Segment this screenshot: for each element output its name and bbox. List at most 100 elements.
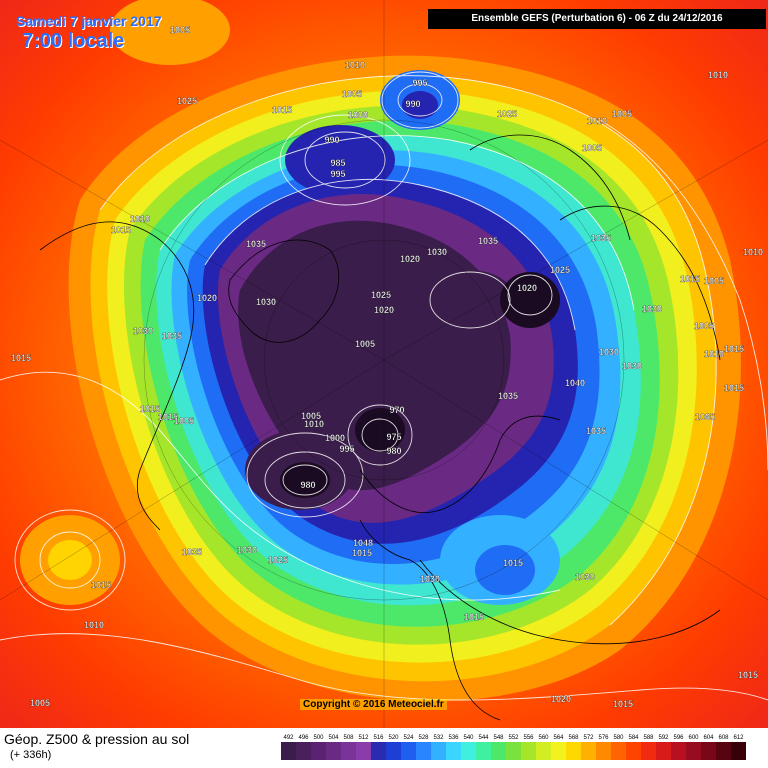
isobar-label: 990 [405, 99, 420, 109]
isobar-label: 1015 [613, 699, 633, 709]
legend-value: 516 [373, 735, 384, 741]
legend-value: 552 [508, 735, 519, 741]
isobar-label: 1000 [348, 110, 368, 120]
isobar-label: 1015 [724, 383, 744, 393]
isobar-label: 1005 [174, 416, 194, 426]
legend-value: 596 [673, 735, 684, 741]
legend-swatch [581, 742, 596, 760]
forecast-date: Samedi 7 janvier 2017 [16, 13, 162, 29]
isobar-label: 1065 [695, 412, 715, 422]
isobar-label: 1005 [170, 25, 190, 35]
legend-value: 584 [628, 735, 639, 741]
isobar-label: 1010 [708, 70, 728, 80]
legend-value: 496 [298, 735, 309, 741]
legend-value: 588 [643, 735, 654, 741]
isobar-label: 980 [386, 446, 401, 456]
legend-swatch [461, 742, 476, 760]
weather-map: 1005102510109959901005100010159909859951… [0, 0, 768, 728]
isobar-label: 1030 [622, 361, 642, 371]
isobar-label: 975 [386, 432, 401, 442]
legend-swatch [446, 742, 461, 760]
legend-value: 572 [583, 735, 594, 741]
legend-swatch [371, 742, 386, 760]
legend-value: 500 [313, 735, 324, 741]
legend-value: 544 [478, 735, 489, 741]
isobar-label: 1015 [352, 548, 372, 558]
isobar-label: 1015 [11, 353, 31, 363]
isobar-label: 1035 [478, 236, 498, 246]
isobar-lines [0, 71, 768, 701]
isobar-label: 1020 [551, 694, 571, 704]
legend-swatch [671, 742, 686, 760]
run-info: Ensemble GEFS (Perturbation 6) - 06 Z du… [428, 9, 766, 29]
legend-swatch [686, 742, 701, 760]
isobar-label: 1035 [246, 239, 266, 249]
legend-bar: Géop. Z500 & pression au sol (+ 336h) 49… [0, 728, 768, 768]
legend-swatch [551, 742, 566, 760]
isobar-label: 995 [330, 169, 345, 179]
isobar-label: 995 [412, 78, 427, 88]
isobar-label: 1030 [237, 545, 257, 555]
legend-value: 532 [433, 735, 444, 741]
isobar-label: 1015 [738, 670, 758, 680]
legend-swatch [431, 742, 446, 760]
isobar-label: 980 [300, 480, 315, 490]
isobar-label: 1020 [374, 305, 394, 315]
isobar-label: 1035 [498, 391, 518, 401]
legend-value: 536 [448, 735, 459, 741]
lead-time: (+ 336h) [10, 749, 52, 761]
legend-swatch [476, 742, 491, 760]
coastlines [39, 134, 721, 721]
legend-value: 580 [613, 735, 624, 741]
legend-swatch [626, 742, 641, 760]
isobar-label: 1015 [724, 344, 744, 354]
isobar-label: 1010 [345, 60, 365, 70]
legend-swatch [656, 742, 671, 760]
legend-swatch [296, 742, 311, 760]
legend-value: 612 [733, 735, 744, 741]
isobar-label: 1035 [162, 331, 182, 341]
isobar-label: 1015 [158, 412, 178, 422]
legend-swatch [641, 742, 656, 760]
legend-swatch [281, 742, 296, 760]
legend-value: 508 [343, 735, 354, 741]
legend-swatch [536, 742, 551, 760]
legend-value: 528 [418, 735, 429, 741]
isobar-label: 1048 [353, 538, 373, 548]
isobar-label: 985 [330, 158, 345, 168]
isobar-label: 1030 [420, 574, 440, 584]
legend-swatch [701, 742, 716, 760]
isobar-label: 1030 [133, 326, 153, 336]
isobar-label: 1035 [182, 547, 202, 557]
legend-swatch [611, 742, 626, 760]
isobar-label: 1005 [612, 109, 632, 119]
legend-swatch [506, 742, 521, 760]
legend-value: 604 [703, 735, 714, 741]
legend-value: 540 [463, 735, 474, 741]
legend-value: 560 [538, 735, 549, 741]
legend-value: 548 [493, 735, 504, 741]
isobar-label: 995 [339, 444, 354, 454]
legend-value: 524 [403, 735, 414, 741]
isobar-label: 1015 [140, 404, 160, 414]
isobar-label: 1030 [642, 304, 662, 314]
legend-swatch [386, 742, 401, 760]
legend-swatch [716, 742, 731, 760]
legend-swatch [341, 742, 356, 760]
isobar-label: 1015 [272, 105, 292, 115]
legend-swatch [596, 742, 611, 760]
isobar-label: 1020 [400, 254, 420, 264]
legend-swatch [401, 742, 416, 760]
legend-value: 512 [358, 735, 369, 741]
legend-value: 568 [568, 735, 579, 741]
isobar-label: 1005 [355, 339, 375, 349]
isobar-label: 1025 [550, 265, 570, 275]
isobar-label: 1030 [256, 297, 276, 307]
legend-value: 592 [658, 735, 669, 741]
isobar-label: 1010 [84, 620, 104, 630]
isobar-label: 1020 [517, 283, 537, 293]
isobar-label: 1015 [464, 612, 484, 622]
isobar-label: 1040 [565, 378, 585, 388]
isobar-label: 1010 [704, 349, 724, 359]
isobar-label: 1005 [342, 89, 362, 99]
